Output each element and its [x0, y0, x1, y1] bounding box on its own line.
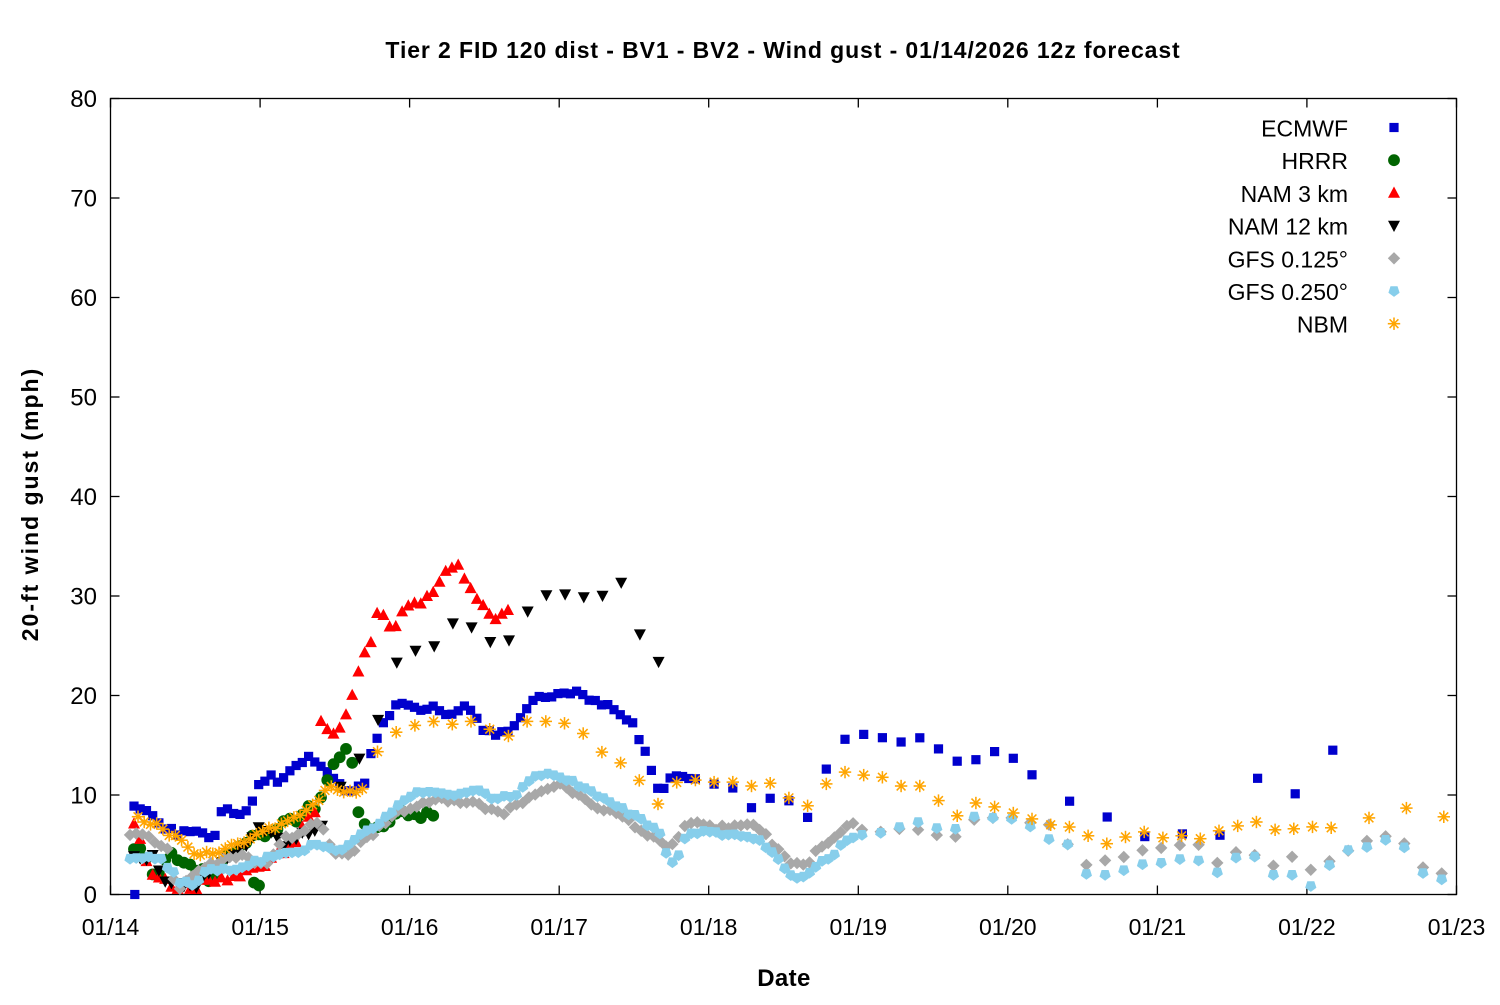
svg-text:01/20: 01/20: [979, 914, 1037, 940]
svg-text:NAM 12 km: NAM 12 km: [1228, 214, 1348, 240]
svg-text:60: 60: [70, 285, 97, 312]
svg-text:30: 30: [70, 584, 97, 611]
svg-text:80: 80: [70, 86, 97, 113]
svg-text:01/22: 01/22: [1278, 914, 1336, 940]
svg-text:20: 20: [70, 683, 97, 710]
svg-text:01/21: 01/21: [1129, 914, 1187, 940]
svg-text:01/16: 01/16: [381, 914, 439, 940]
svg-text:20-ft wind gust (mph): 20-ft wind gust (mph): [17, 367, 43, 642]
svg-text:50: 50: [70, 385, 97, 412]
svg-text:01/19: 01/19: [830, 914, 888, 940]
svg-text:Tier 2 FID 120 dist - BV1 - BV: Tier 2 FID 120 dist - BV1 - BV2 - Wind g…: [385, 37, 1180, 63]
svg-text:ECMWF: ECMWF: [1261, 116, 1348, 142]
svg-text:01/14: 01/14: [82, 914, 140, 940]
svg-text:10: 10: [70, 783, 97, 810]
svg-text:HRRR: HRRR: [1282, 148, 1348, 174]
svg-text:01/18: 01/18: [680, 914, 738, 940]
svg-text:01/23: 01/23: [1428, 914, 1486, 940]
svg-text:40: 40: [70, 484, 97, 511]
svg-text:70: 70: [70, 186, 97, 213]
svg-text:0: 0: [84, 882, 97, 909]
svg-text:01/15: 01/15: [231, 914, 289, 940]
svg-text:Date: Date: [757, 965, 811, 992]
svg-text:GFS 0.250°: GFS 0.250°: [1228, 279, 1348, 305]
svg-text:NAM 3 km: NAM 3 km: [1241, 181, 1348, 207]
svg-text:NBM: NBM: [1297, 312, 1348, 338]
svg-text:GFS 0.125°: GFS 0.125°: [1228, 246, 1348, 272]
svg-text:01/17: 01/17: [530, 914, 588, 940]
